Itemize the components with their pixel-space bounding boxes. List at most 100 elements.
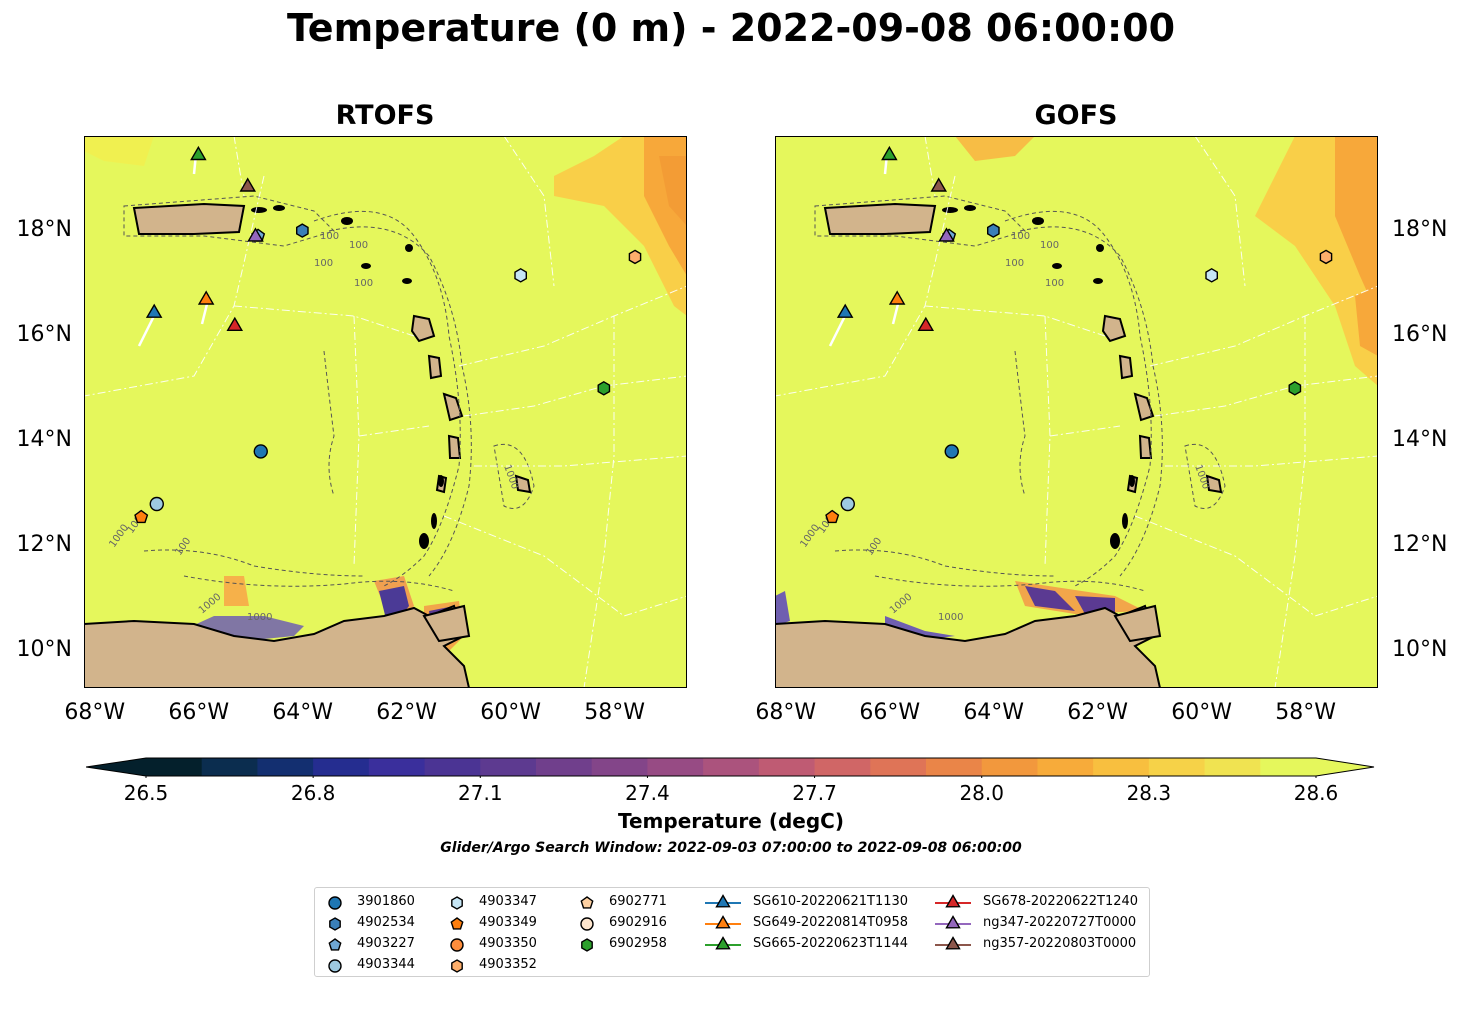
legend-symbol — [329, 917, 341, 931]
legend-symbol — [451, 959, 463, 973]
gofs-map: 100 100 1000 1000 100 1000 1000 100 100 … — [775, 136, 1378, 688]
legend-marker — [328, 896, 342, 910]
colorbar-tick-label: 27.4 — [625, 781, 670, 805]
legend-marker — [328, 959, 342, 973]
trinidad — [422, 604, 471, 643]
contour-label: 100 — [320, 231, 339, 242]
legend-entry-label: ng357-20220803T0000 — [983, 936, 1137, 951]
legend-symbol — [450, 917, 464, 930]
warm-temperature-patches — [955, 136, 1378, 386]
glider-SG665-20220623T1144 — [190, 145, 207, 161]
colorbar-bin — [981, 758, 1039, 776]
glider-SG649-20220814T0958 — [197, 290, 215, 305]
colorbar-bin — [647, 758, 704, 776]
legend-symbol — [580, 917, 594, 931]
colorbar-bin — [201, 758, 259, 776]
glider-ng357-20220803T0000 — [239, 177, 257, 192]
gofs-markers — [825, 145, 1333, 524]
lat-tick-label: 10°N — [1392, 637, 1448, 663]
lon-tick-label: 66°W — [859, 700, 921, 725]
argo-float-4902534 — [986, 223, 1000, 238]
legend-symbol — [715, 894, 731, 908]
legend-entry-label: SG665-20220623T1144 — [753, 936, 909, 951]
lat-tick-label: 16°N — [1392, 321, 1448, 347]
legend-symbol — [581, 938, 593, 952]
colorbar-bin — [926, 758, 983, 776]
landmass — [775, 202, 1223, 688]
argo-float-6902958 — [1288, 380, 1302, 396]
argo-float-3901860 — [253, 444, 268, 459]
argo-float-4903347 — [1205, 267, 1218, 283]
legend-symbol — [328, 959, 342, 973]
legend-entry-label: SG678-20220622T1240 — [983, 894, 1139, 909]
legend-marker — [580, 896, 594, 909]
legend-symbol — [945, 894, 961, 908]
figure-title: Temperature (0 m) - 2022-09-08 06:00:00 — [286, 6, 1176, 50]
rtofs-markers — [134, 145, 642, 524]
gofs-panel-title: GOFS — [1034, 100, 1118, 131]
colorbar-bin — [146, 758, 203, 776]
colorbar-bin — [424, 758, 481, 776]
lon-tick-label: 62°W — [376, 700, 438, 725]
legend-symbol — [580, 896, 594, 909]
rtofs-map: 100 100 1000 1000 100 1000 1000 100 100 … — [84, 136, 687, 688]
legend-entry-label: 4903349 — [479, 915, 537, 930]
lat-tick-label: 14°N — [16, 426, 72, 452]
legend-marker — [935, 915, 971, 929]
colorbar-bin — [480, 758, 537, 776]
legend: 3901860 4902534 4903227 4903344 4903347 49033… — [314, 887, 1150, 977]
argo-float-6902958 — [597, 380, 611, 396]
legend-entry-label: 6902958 — [609, 936, 667, 951]
glider-ng357-20220803T0000 — [930, 177, 948, 192]
legend-symbol — [450, 938, 464, 952]
colorbar-bin — [870, 758, 927, 776]
legend-symbol — [945, 915, 961, 929]
isobath-contours — [123, 195, 535, 592]
island-arc — [251, 205, 444, 549]
legend-entry-label: 3901860 — [357, 894, 415, 909]
colorbar-bin — [591, 758, 649, 776]
lon-tick-label: 60°W — [1171, 700, 1232, 725]
argo-float-4903352 — [1319, 249, 1333, 265]
contour-label: 100 — [1040, 240, 1059, 251]
colorbar-tick-label: 28.0 — [959, 781, 1004, 805]
colorbar-extend-low — [86, 758, 146, 776]
legend-symbol — [328, 938, 342, 951]
legend-marker — [705, 894, 741, 908]
lon-tick-label: 64°W — [963, 700, 1025, 725]
legend-marker — [329, 917, 341, 931]
contour-label: 1000 — [938, 612, 963, 623]
colorbar-bin — [814, 758, 871, 776]
legend-symbol — [451, 896, 463, 910]
legend-marker — [580, 917, 594, 931]
legend-symbol — [715, 915, 731, 929]
contour-label: 100 — [1011, 231, 1030, 242]
colorbar-tick-label: 26.5 — [123, 781, 169, 805]
map-frame — [775, 136, 1378, 688]
argo-float-4903352 — [628, 249, 642, 265]
colorbar-bin — [368, 758, 426, 776]
legend-entry-label: 4903227 — [357, 936, 415, 951]
puerto-rico — [132, 202, 246, 235]
legend-symbol — [715, 936, 731, 950]
colorbar-bin — [313, 758, 370, 776]
legend-entry-label: ng347-20220727T0000 — [983, 915, 1137, 930]
colorbar-extend-high — [1316, 758, 1374, 776]
legend-marker — [451, 896, 463, 910]
glider-SG678-20220622T1240 — [917, 316, 935, 332]
glider-SG610-20220621T1130 — [836, 303, 854, 318]
puerto-rico — [823, 202, 937, 235]
contour-label: 100 — [1045, 278, 1064, 289]
legend-entry-label: 6902771 — [609, 894, 667, 909]
contour-label: 100 — [349, 240, 368, 251]
legend-marker — [935, 936, 971, 950]
legend-entry-label: SG610-20220621T1130 — [753, 894, 909, 909]
argo-float-4903347 — [514, 267, 527, 283]
warm-temperature-patches — [84, 136, 687, 316]
legend-symbol — [945, 936, 961, 950]
colorbar-bin — [536, 758, 593, 776]
glider-SG610-20220621T1130 — [145, 303, 163, 318]
lat-tick-label: 10°N — [16, 637, 72, 663]
landmass — [84, 202, 532, 688]
lat-tick-label: 14°N — [1392, 426, 1448, 452]
